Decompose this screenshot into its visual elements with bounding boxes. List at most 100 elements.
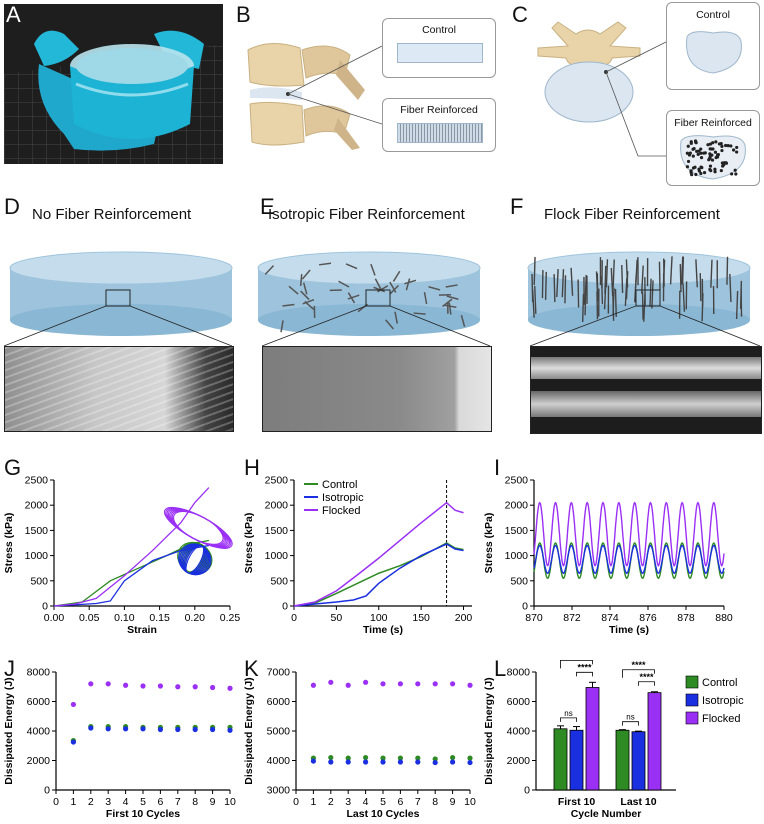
curve-flocked (53, 487, 210, 607)
point-flocked (467, 682, 473, 688)
sig-label: **** (631, 660, 646, 670)
y-tick-label: 8000 (27, 667, 51, 679)
fiber-dot (699, 156, 704, 160)
point-isotropic (432, 759, 438, 766)
point-flocked (227, 685, 233, 691)
chart-l-bar-energy: 0 2000 4000 6000 8000 Dissipated Energy (J) Cy… (483, 660, 744, 820)
legend-label-flocked: Flocked (702, 713, 741, 725)
sig-label: ns (564, 709, 572, 718)
x-tick-label: 0 (53, 796, 59, 808)
zoom-box-e (261, 289, 491, 347)
isotropic-fiber (300, 290, 310, 301)
disc-photo (4, 4, 223, 164)
panel-letter-c: C (512, 2, 528, 27)
flock-fiber (641, 265, 644, 294)
callout-lines-c (605, 41, 667, 157)
point-control (363, 754, 369, 761)
isotropic-fiber (302, 282, 308, 295)
y-tick-label: 8000 (507, 667, 531, 679)
sig-bracket (576, 671, 593, 677)
fiber-dot (694, 172, 698, 177)
x-tick-label: 0.20 (185, 612, 206, 624)
flock-fiber (553, 274, 556, 303)
isotropic-fiber (428, 286, 441, 291)
cycle-line-flocked (533, 501, 725, 567)
micrograph-streaks-d (5, 347, 233, 431)
x-tick-label: 8 (432, 796, 438, 808)
panel-letter-g: G (4, 455, 22, 480)
x-tick-label: 0.05 (79, 612, 100, 624)
flock-fiber (726, 256, 729, 285)
micrograph-band-2 (531, 391, 761, 417)
y-tick-label: 1500 (505, 525, 529, 537)
y-tick-label: 4000 (267, 755, 291, 767)
isotropic-fiber (442, 298, 453, 308)
point-isotropic (70, 739, 76, 745)
flock-fiber (710, 259, 713, 288)
fiber-dot (695, 149, 699, 153)
flock-fiber (570, 267, 574, 296)
point-isotropic (380, 759, 386, 765)
isotropic-fiber (389, 281, 397, 293)
x-tick-label: 872 (563, 612, 581, 624)
isotropic-fiber (460, 314, 466, 327)
sig-label: **** (639, 672, 654, 682)
point-flocked (450, 681, 456, 687)
fiber-dot (699, 165, 703, 169)
bar-isotropic (569, 729, 584, 791)
y-tick-label: 2500 (25, 475, 49, 487)
fiber-dot (686, 159, 691, 164)
fiber-dot (735, 150, 739, 154)
isotropic-fiber (288, 285, 299, 295)
micrograph-band-1 (531, 357, 761, 379)
fiber-dot (702, 151, 706, 155)
point-flocked (88, 681, 94, 687)
isotropic-fiber (299, 273, 303, 287)
point-isotropic (157, 726, 163, 733)
chart-i-cyclic-stress: 0 500 1000 1500 2000 2500 870 872 874 876 878 880 Ti… (483, 475, 733, 637)
fiber-dot (688, 151, 692, 155)
panel-letter-f: F (510, 194, 524, 219)
fiber-box-b: Fiber Reinforced (382, 98, 496, 152)
legend-label-isotropic: Isotropic (322, 492, 364, 504)
panel-letter-e: E (260, 194, 275, 219)
y-tick-label: 2000 (27, 755, 51, 767)
flock-fiber (531, 274, 534, 303)
hysteresis-loop-flocked (173, 510, 224, 545)
fiber-dot (706, 143, 710, 147)
y-tick-label: 500 (510, 575, 528, 587)
flock-fiber (735, 290, 739, 319)
fiber-dot (686, 144, 690, 148)
panel-letter-a: A (6, 2, 21, 27)
point-flocked (415, 681, 421, 687)
x-tick-label: 870 (525, 612, 543, 624)
flock-fiber (621, 264, 624, 294)
y-tick-label: 6000 (267, 696, 291, 708)
flock-fiber (625, 271, 629, 300)
point-control (345, 755, 351, 761)
isotropic-fiber (338, 280, 350, 288)
line-control (293, 542, 464, 607)
x-tick-label: 0.10 (114, 612, 135, 624)
x-tick-label: 5 (380, 796, 386, 808)
x-tick-label: 6 (397, 796, 403, 808)
y-tick-label: 5000 (267, 726, 291, 738)
x-tick-label: 6 (157, 796, 163, 808)
y-tick-label: 0 (524, 785, 530, 797)
x-tick-label: 150 (412, 612, 430, 624)
flock-fiber (682, 283, 686, 312)
spine-diagram-b (240, 30, 380, 150)
lumbar-spine-illustration (247, 43, 365, 150)
y-tick-label: 7000 (267, 667, 291, 679)
y-axis-title: Stress (kPa) (3, 513, 15, 574)
flock-fiber (581, 293, 585, 322)
legend-swatch-flocked (685, 711, 699, 725)
point-control (397, 755, 403, 761)
x-tick-label: 5 (140, 796, 146, 808)
flock-fiber (729, 273, 732, 303)
x-tick-label: 1 (70, 796, 76, 808)
flock-fiber (614, 289, 617, 318)
fiber-dot (713, 167, 717, 171)
flock-fiber (634, 274, 637, 303)
